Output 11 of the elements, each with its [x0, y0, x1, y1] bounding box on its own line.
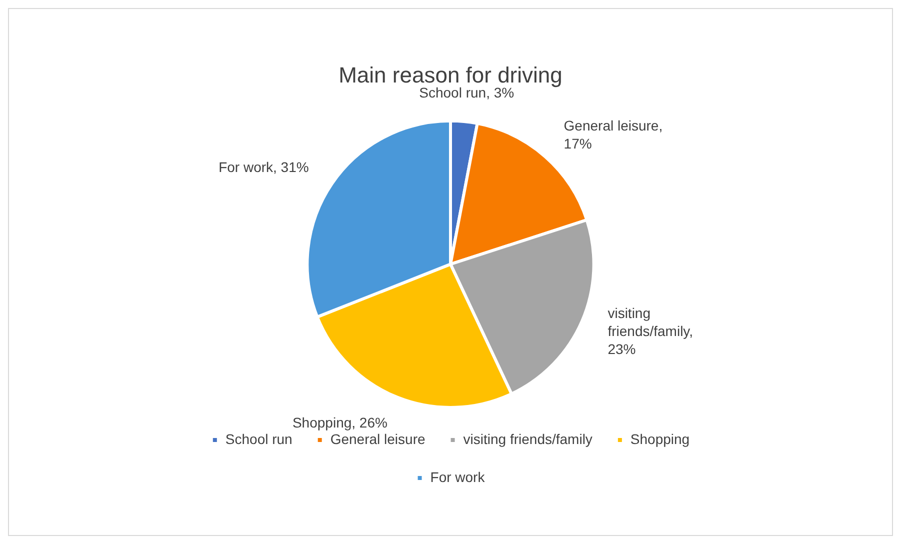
legend-label: visiting friends/family [463, 430, 592, 447]
legend-label: For work [430, 468, 486, 485]
data-label: School run, 3% [419, 84, 514, 101]
data-label: For work, 31% [218, 158, 309, 175]
legend-label: General leisure [330, 430, 426, 447]
legend-label: Shopping [630, 430, 690, 447]
data-label: General leisure, 17% [564, 118, 663, 152]
data-label: Shopping, 26% [292, 414, 388, 430]
chart-title: Main reason for driving [338, 62, 562, 88]
data-label: visiting friends/family, 23% [608, 305, 694, 358]
legend-label: School run [225, 430, 292, 447]
